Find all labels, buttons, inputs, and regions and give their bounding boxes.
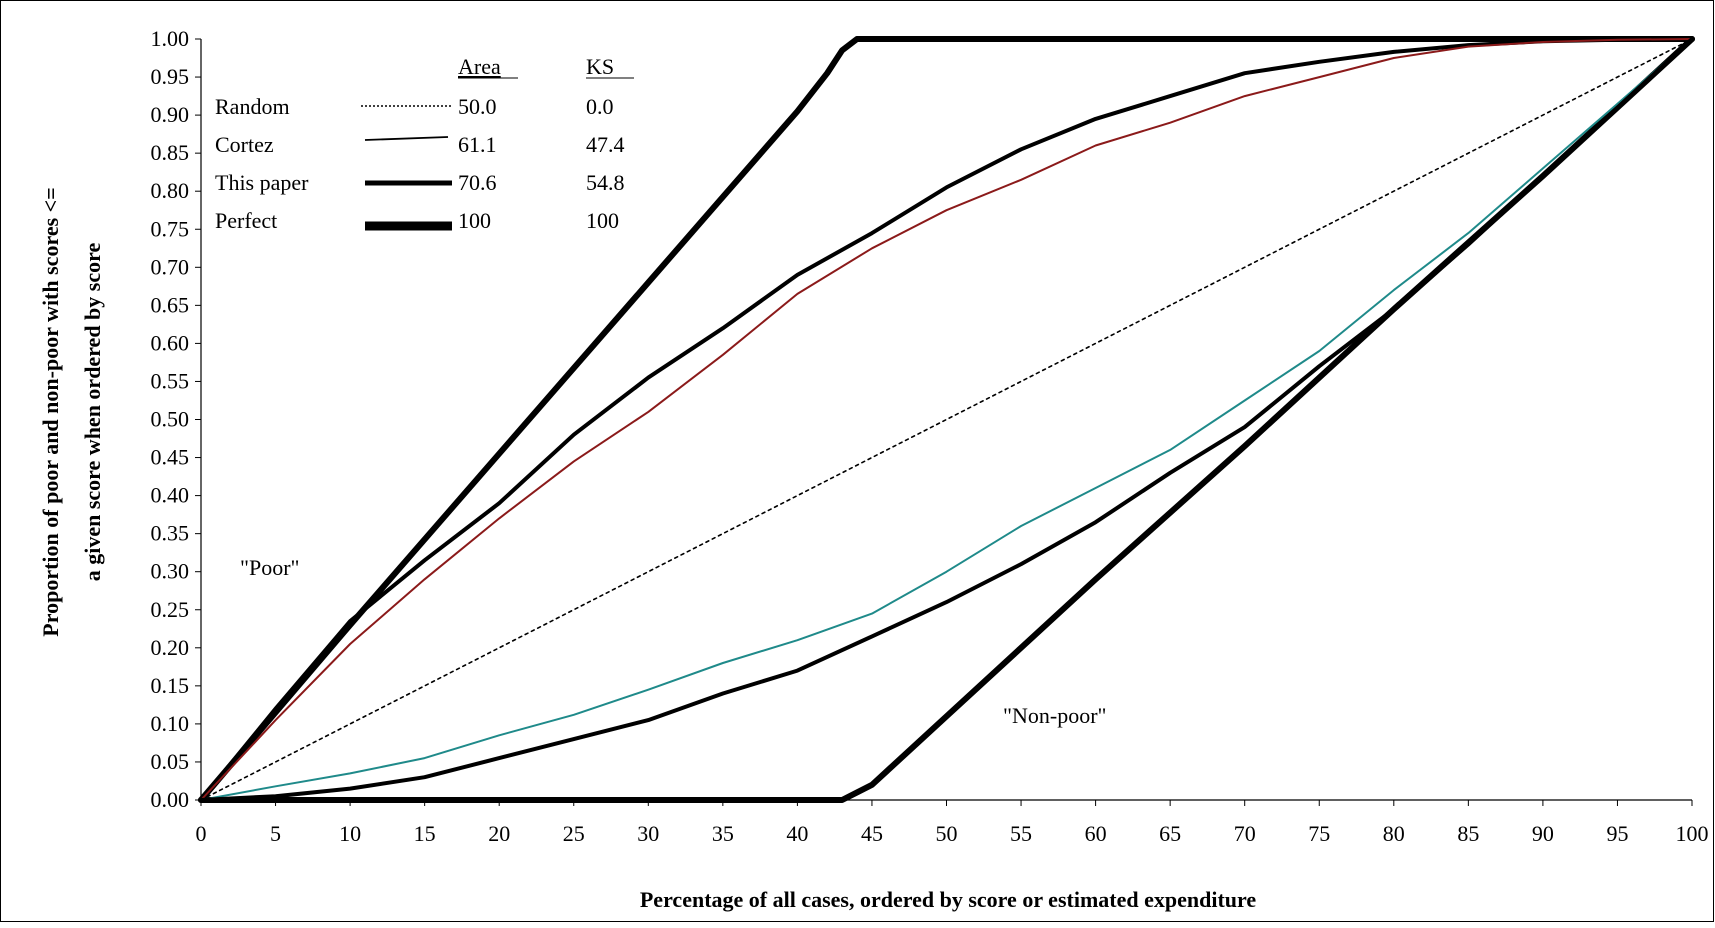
cortez-nonpoor-line <box>200 38 1693 801</box>
y-tick-label: 0.65 <box>151 292 190 317</box>
y-tick-label: 0.25 <box>151 597 190 622</box>
y-tick-label: 0.15 <box>151 673 190 698</box>
y-tick-label: 0.70 <box>151 254 190 279</box>
y-tick-label: 0.85 <box>151 140 190 165</box>
x-tick-label: 85 <box>1457 821 1479 846</box>
x-tick-label: 35 <box>712 821 734 846</box>
x-tick-label: 40 <box>786 821 808 846</box>
this-paper-nonpoor-line <box>199 37 1694 802</box>
y-tick-label: 0.95 <box>151 64 190 89</box>
legend-ks-perfect: 100 <box>586 208 619 233</box>
y-tick-label: 0.20 <box>151 635 190 660</box>
y-tick-labels: 0.00 0.05 0.10 0.15 0.20 0.25 0.30 0.35 0.40 0.45… <box>151 26 201 812</box>
x-tick-label: 90 <box>1532 821 1554 846</box>
y-tick-label: 0.75 <box>151 216 190 241</box>
legend-header-area: Area <box>458 54 501 79</box>
x-tick-label: 55 <box>1010 821 1032 846</box>
y-tick-label: 0.55 <box>151 368 190 393</box>
x-tick-label: 0 <box>196 821 207 846</box>
x-tick-label: 45 <box>861 821 883 846</box>
legend-label-perfect: Perfect <box>215 208 277 233</box>
legend-area-perfect: 100 <box>458 208 491 233</box>
x-tick-label: 95 <box>1606 821 1628 846</box>
x-axis-title: Percentage of all cases, ordered by scor… <box>640 887 1257 912</box>
y-tick-label: 0.90 <box>151 102 190 127</box>
y-tick-label: 0.05 <box>151 749 190 774</box>
y-tick-label: 0.30 <box>151 559 190 584</box>
legend-ks-cortez: 47.4 <box>586 132 625 157</box>
random-line <box>200 38 1693 801</box>
annotation-poor: "Poor" <box>240 555 300 580</box>
y-tick-label: 0.10 <box>151 711 190 736</box>
legend: Area KS Random 50.0 0.0 Cortez 61.1 47.4… <box>215 54 634 233</box>
y-tick-label: 0.00 <box>151 787 190 812</box>
y-tick-label: 1.00 <box>151 26 190 51</box>
y-tick-label: 0.50 <box>151 407 190 432</box>
x-tick-label: 100 <box>1676 821 1709 846</box>
legend-header-ks: KS <box>586 54 614 79</box>
y-tick-label: 0.60 <box>151 330 190 355</box>
y-tick-label: 0.40 <box>151 483 190 508</box>
y-axis-title-line1: Proportion of poor and non-poor with sco… <box>38 187 63 636</box>
x-tick-label: 25 <box>563 821 585 846</box>
legend-area-cortez: 61.1 <box>458 132 497 157</box>
legend-label-cortez: Cortez <box>215 132 274 157</box>
y-tick-label: 0.45 <box>151 445 190 470</box>
x-tick-label: 10 <box>339 821 361 846</box>
cortez-poor-line <box>200 38 1693 801</box>
legend-ks-random: 0.0 <box>586 94 614 119</box>
x-tick-label: 5 <box>270 821 281 846</box>
legend-label-this-paper: This paper <box>215 170 309 195</box>
perfect-poor-line <box>198 36 1695 803</box>
x-tick-label: 70 <box>1234 821 1256 846</box>
x-tick-label: 80 <box>1383 821 1405 846</box>
y-axis-title-line2: a given score when ordered by score <box>80 243 105 582</box>
x-tick-label: 75 <box>1308 821 1330 846</box>
legend-ks-this-paper: 54.8 <box>586 170 625 195</box>
annotation-nonpoor: "Non-poor" <box>1003 703 1107 728</box>
x-tick-label: 60 <box>1085 821 1107 846</box>
x-tick-labels: 0 5 10 15 20 25 30 35 40 45 50 55 60 65 70 75 80 85 90 95 10… <box>196 800 1709 846</box>
this-paper-poor-line <box>199 37 1694 802</box>
legend-area-random: 50.0 <box>458 94 497 119</box>
x-tick-label: 20 <box>488 821 510 846</box>
x-tick-label: 15 <box>414 821 436 846</box>
x-tick-label: 30 <box>637 821 659 846</box>
legend-swatch-cortez <box>364 136 449 141</box>
legend-label-random: Random <box>215 94 290 119</box>
y-tick-label: 0.35 <box>151 521 190 546</box>
x-tick-label: 50 <box>936 821 958 846</box>
y-tick-label: 0.80 <box>151 178 190 203</box>
legend-area-this-paper: 70.6 <box>458 170 497 195</box>
x-tick-label: 65 <box>1159 821 1181 846</box>
